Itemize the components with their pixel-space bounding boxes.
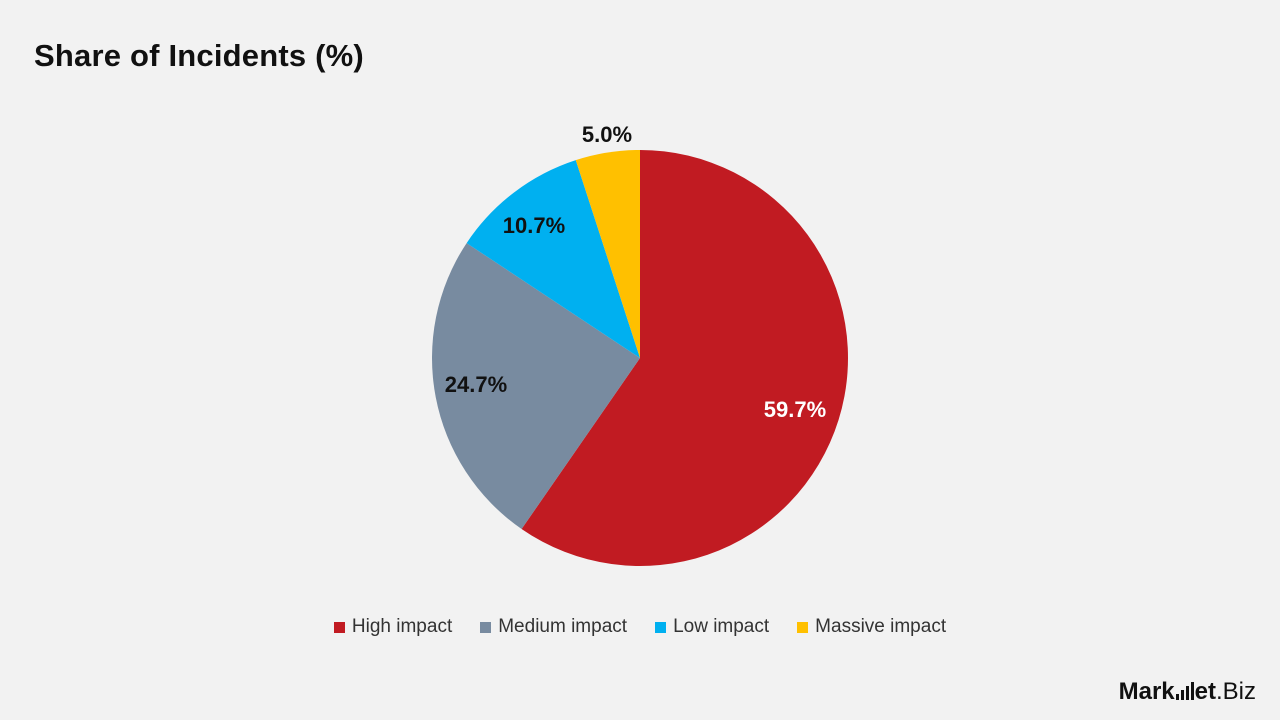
- legend-swatch: [797, 621, 809, 633]
- pie-slice-massive-impact: [575, 150, 640, 358]
- data-label-low-impact: 10.7%: [503, 213, 565, 238]
- legend-swatch: [655, 621, 667, 633]
- pie-slice-medium-impact: [432, 243, 640, 529]
- pie-slice-high-impact: [521, 150, 848, 566]
- legend-label: Massive impact: [815, 616, 947, 637]
- data-label-high-impact: 59.7%: [764, 397, 826, 422]
- legend-label: Medium impact: [498, 616, 628, 637]
- brand-suffix: .Biz: [1215, 678, 1256, 705]
- legend-item-low-impact: Low impact: [655, 616, 769, 638]
- brand-logo: Mark et .Biz: [1119, 678, 1256, 706]
- chart-title: Share of Incidents (%): [34, 38, 364, 73]
- chart-legend: High impact Medium impact Low impact Massiv…: [0, 616, 1280, 638]
- legend-item-high-impact: High impact: [333, 616, 453, 638]
- data-label-massive-impact: 5.0%: [582, 122, 632, 147]
- legend-swatch: [480, 621, 492, 633]
- legend-item-massive-impact: Massive impact: [797, 616, 946, 638]
- data-label-medium-impact: 24.7%: [445, 372, 507, 397]
- brand-name-right: et: [1194, 678, 1216, 705]
- legend-label: Low impact: [673, 616, 770, 637]
- brand-bars-icon: [1175, 678, 1194, 700]
- legend-swatch: [333, 621, 345, 633]
- pie-slice-low-impact: [466, 160, 640, 358]
- brand-name-left: Mark: [1118, 678, 1175, 705]
- legend-label: High impact: [351, 616, 453, 637]
- legend-item-medium-impact: Medium impact: [480, 616, 627, 638]
